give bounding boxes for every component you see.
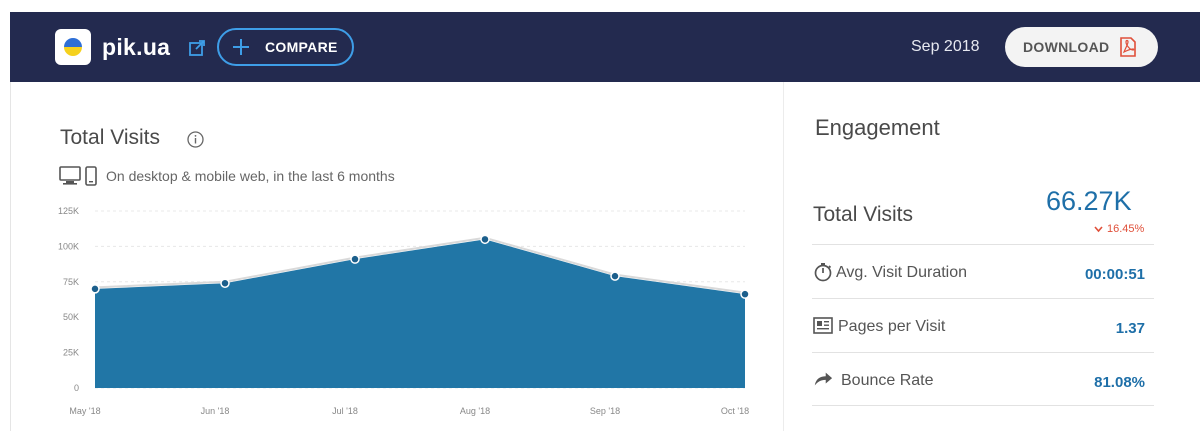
x-tick-label: Aug '18 [460,406,490,416]
plus-icon [233,39,249,55]
y-tick-label: 0 [74,383,79,393]
info-icon[interactable] [187,131,204,148]
divider [812,244,1154,245]
y-tick-label: 75K [63,277,79,287]
data-point [610,271,620,281]
avg-visit-duration-label: Avg. Visit Duration [836,264,968,281]
total-visits-title: Total Visits [60,126,160,149]
data-point [90,284,100,294]
data-point [740,289,750,299]
area-series [95,239,745,388]
total-visits-subtitle: On desktop & mobile web, in the last 6 m… [106,168,395,184]
pdf-icon [1120,37,1137,57]
external-link-icon[interactable] [188,39,206,57]
series-line [94,236,746,294]
bounce-rate-label: Bounce Rate [841,372,934,389]
engagement-title: Engagement [815,115,940,140]
y-tick-label: 50K [63,312,79,322]
pages-icon [813,317,833,334]
change-value: 16.45% [1107,223,1145,235]
top-bar: pik.ua COMPARE Sep 2018 DOWNLOAD [10,12,1200,82]
y-tick-label: 25K [63,348,79,358]
y-tick-label: 125K [58,206,79,216]
x-tick-label: Oct '18 [721,406,749,416]
panel-border [10,82,11,431]
pages-per-visit-label: Pages per Visit [838,318,946,335]
divider [812,298,1154,299]
divider [812,352,1154,353]
pages-per-visit-value: 1.37 [1115,320,1145,337]
site-name: pik.ua [102,34,171,60]
compare-button[interactable]: COMPARE [217,28,354,66]
x-tick-label: Jul '18 [332,406,358,416]
site-favicon [55,29,91,65]
share-arrow-icon [814,372,833,386]
data-point [350,254,360,264]
compare-label: COMPARE [265,39,338,55]
panel-divider [783,82,784,431]
engagement-total-visits-label: Total Visits [813,203,913,226]
change-indicator: 16.45% [1094,223,1144,235]
avg-visit-duration-value: 00:00:51 [1084,266,1145,283]
x-tick-label: Jun '18 [201,406,230,416]
stopwatch-icon [814,263,832,282]
bounce-rate-value: 81.08% [1094,374,1145,391]
divider [812,405,1154,406]
x-tick-label: May '18 [69,406,100,416]
total-visits-chart: 125K 100K 75K 50K 25K 0 May '18 Jun '18 Jul '18 A… [58,206,750,416]
data-point [220,278,230,288]
y-tick-label: 100K [58,241,79,251]
data-point [480,234,490,245]
download-button[interactable]: DOWNLOAD [1005,27,1158,67]
down-chevron-icon [1094,225,1103,232]
download-label: DOWNLOAD [1023,39,1110,55]
ukraine-flag-icon [64,38,82,56]
x-tick-label: Sep '18 [590,406,620,416]
date-selector[interactable]: Sep 2018 [911,38,980,55]
engagement-total-visits-value: 66.27K [1046,186,1132,216]
desktop-mobile-icon [59,166,97,186]
